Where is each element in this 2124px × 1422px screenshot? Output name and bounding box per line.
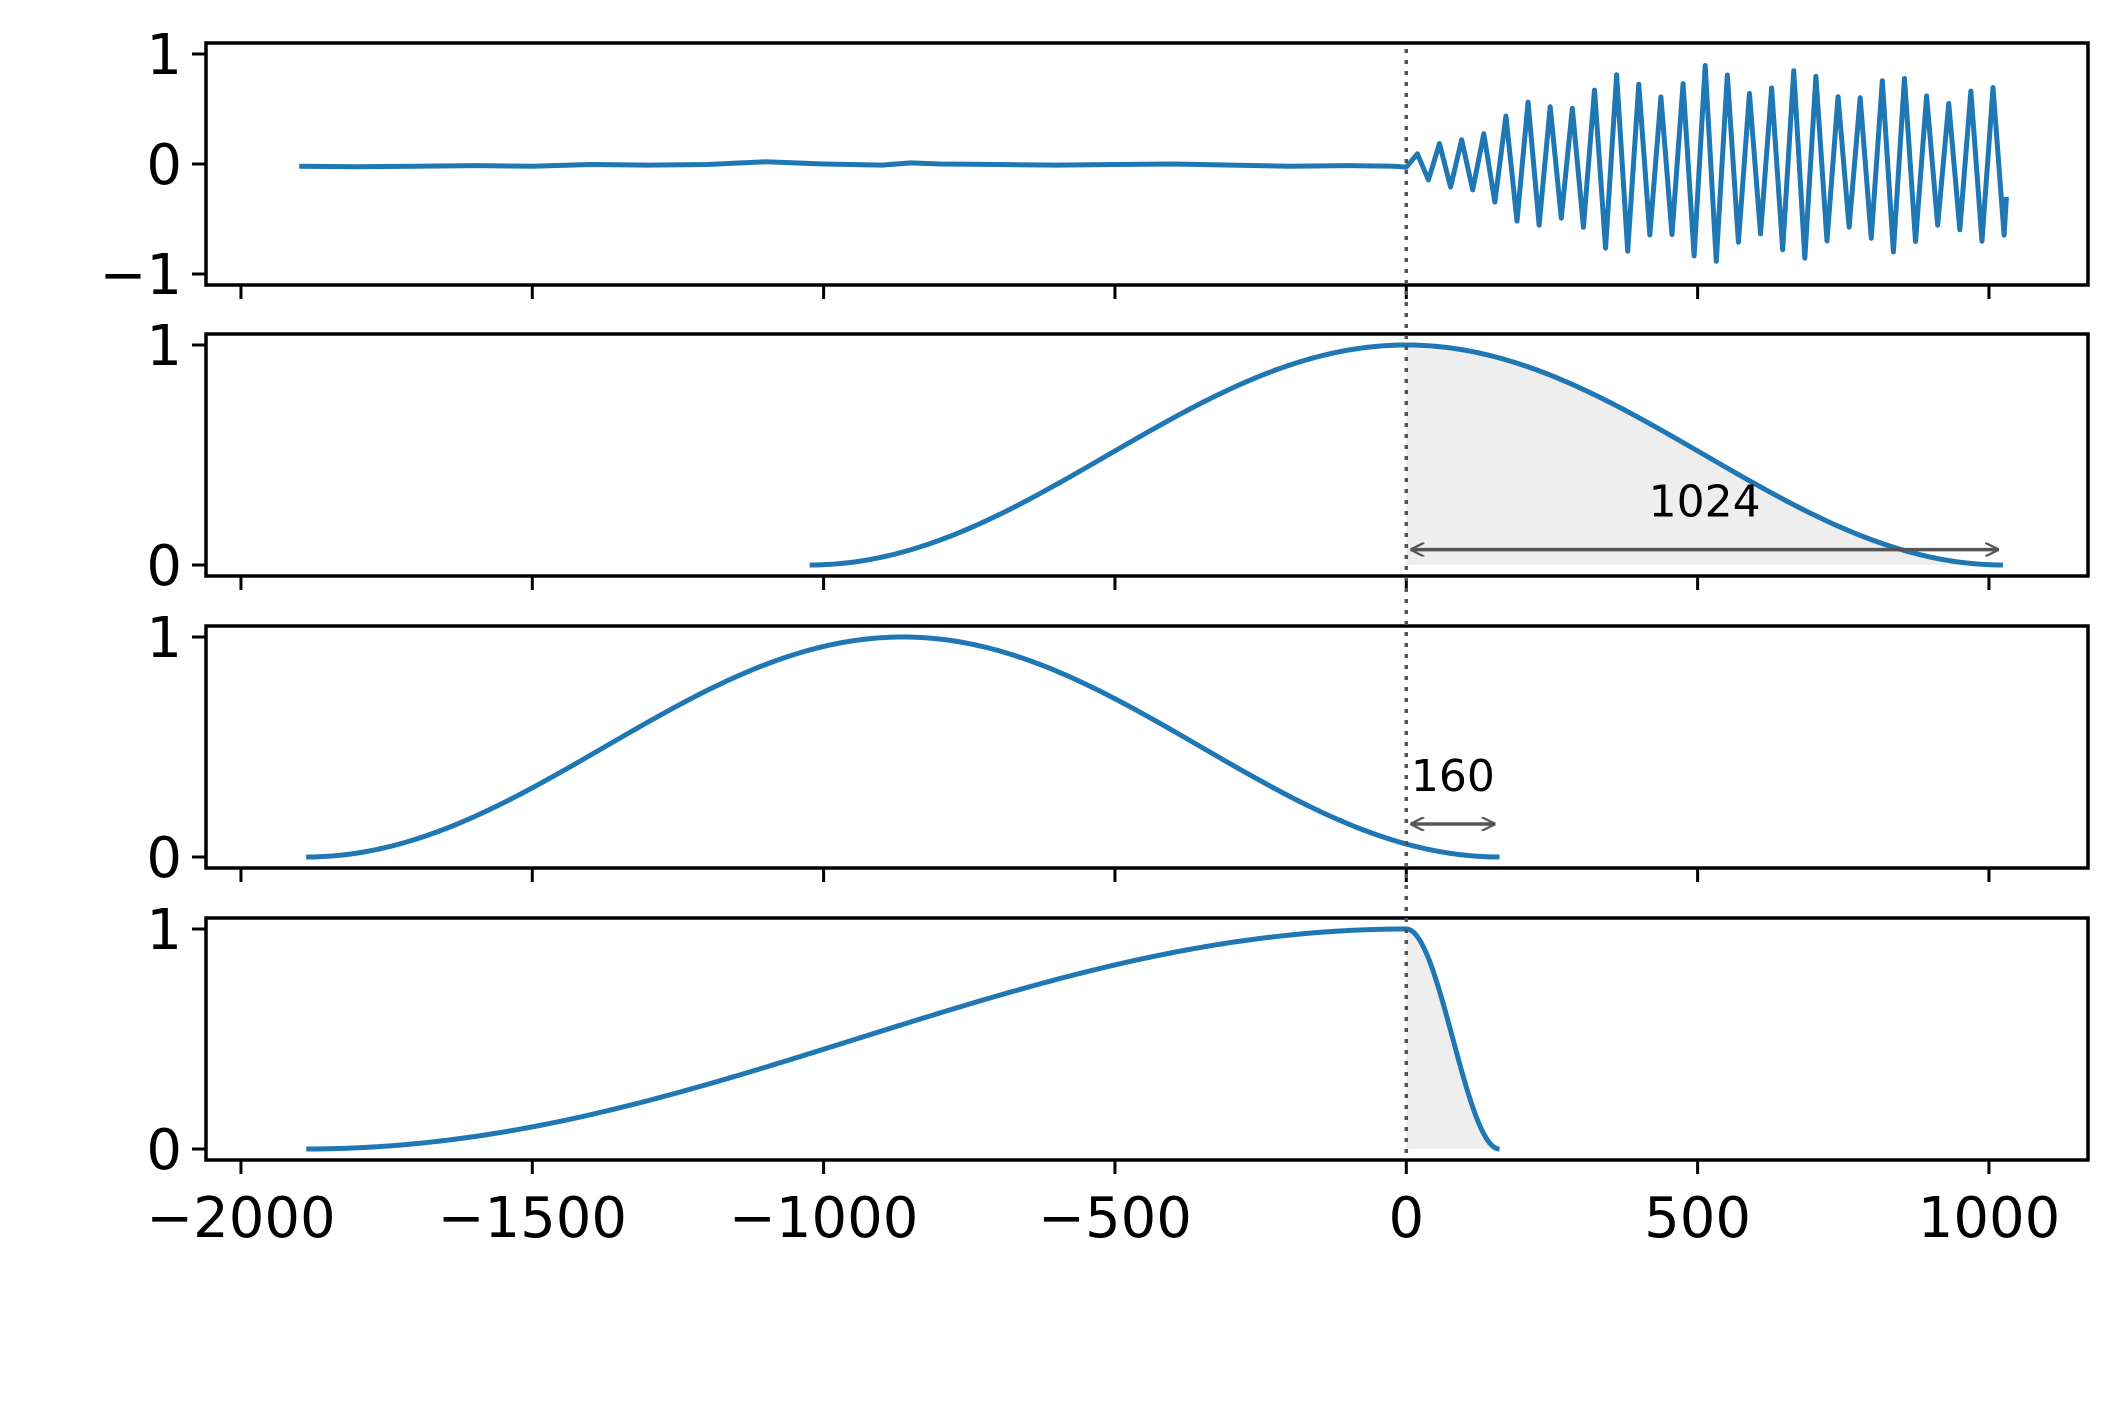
y-tick-label: 1 [146, 23, 182, 88]
y-tick-label: 0 [146, 534, 182, 599]
x-tick-label: −500 [1038, 1186, 1192, 1251]
x-tick-label: −1500 [438, 1186, 627, 1251]
x-tick-label: 1000 [1918, 1186, 2061, 1251]
series-line [299, 62, 2009, 264]
panel-frame [204, 624, 2090, 870]
y-tick-label: 1 [146, 314, 182, 379]
y-tick-label: 0 [146, 133, 182, 198]
y-tick-label: −1 [99, 243, 182, 308]
window-curve [306, 634, 1500, 860]
y-tick-label: 0 [146, 1118, 182, 1183]
x-tick-label: −1000 [729, 1186, 918, 1251]
x-tick-label: −2000 [146, 1186, 335, 1251]
window-curve [306, 926, 1501, 1152]
y-tick-label: 1 [146, 898, 182, 963]
window-curve [809, 342, 2003, 568]
y-tick-label: 1 [146, 606, 182, 671]
panel-frame [204, 332, 2090, 578]
x-tick-label: 0 [1388, 1186, 1424, 1251]
panel-frame [204, 916, 2090, 1162]
span-label: 1024 [1649, 477, 1761, 528]
y-tick-label: 0 [146, 826, 182, 891]
span-label: 160 [1411, 751, 1495, 802]
x-tick-label: 500 [1644, 1186, 1751, 1251]
